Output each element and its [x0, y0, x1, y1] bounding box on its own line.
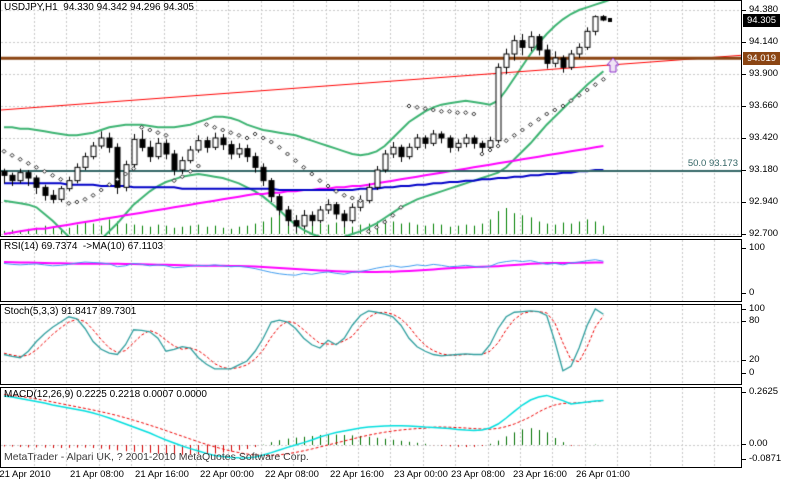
- scale-tickmark: [742, 106, 746, 107]
- time-axis-label: 21 Apr 2010: [0, 469, 51, 480]
- scale-tickmark: [742, 170, 746, 171]
- scale-label: 0: [749, 287, 755, 298]
- scale-label: 80: [749, 315, 760, 326]
- fibonacci-50-label: 50.0 93.173: [687, 158, 738, 169]
- scale-label: 92.700: [749, 228, 779, 239]
- macd-panel: MACD(12,26,9) 0.2225 0.2218 0.0007 0.000…: [0, 387, 742, 468]
- scale-tickmark: [742, 392, 746, 393]
- scale-tickmark: [742, 360, 746, 361]
- time-axis-label: 21 Apr 08:00: [70, 469, 124, 480]
- scale-tickmark: [742, 309, 746, 310]
- price-scale[interactable]: 94.380 94.140 93.900 93.660 93.420 93.180 92.9…: [742, 0, 811, 483]
- scale-label: 93.420: [749, 132, 779, 143]
- scale-tickmark: [742, 138, 746, 139]
- scale-label: 0.00: [749, 438, 768, 449]
- time-axis-label: 22 Apr 00:00: [200, 469, 254, 480]
- scale-tickmark: [742, 321, 746, 322]
- scale-tickmark: [742, 444, 746, 445]
- scale-label: 93.180: [749, 164, 779, 175]
- scale-tickmark: [742, 293, 746, 294]
- scale-label: -0.0871: [749, 453, 782, 464]
- scale-tickmark: [742, 373, 746, 374]
- price-badge: 94.305: [743, 14, 781, 27]
- scale-tickmark: [742, 42, 746, 43]
- scale-label: 0.2625: [749, 386, 779, 397]
- time-axis[interactable]: 21 Apr 2010 21 Apr 08:00 21 Apr 16:00 22 Ap…: [0, 468, 811, 483]
- scale-label: 92.940: [749, 196, 779, 207]
- rsi-panel: RSI(14) 69.7374 ->MA(10) 67.1103: [0, 239, 742, 302]
- scale-label: 94.380: [749, 4, 779, 15]
- scale-tickmark: [742, 248, 746, 249]
- time-axis-label: 23 Apr 08:00: [451, 469, 505, 480]
- scale-label: 100: [749, 303, 765, 314]
- main-chart-panel: USDJPY,H1 94.330 94.342 94.296 94.305: [0, 0, 742, 237]
- scale-label: 93.900: [749, 68, 779, 79]
- watermark-text: MetaTrader - Alpari UK, ? 2001-2010 Meta…: [4, 451, 309, 463]
- time-axis-label: 23 Apr 00:00: [394, 469, 448, 480]
- scale-label: 100: [749, 242, 765, 253]
- scale-tickmark: [742, 459, 746, 460]
- time-axis-label: 21 Apr 16:00: [135, 469, 189, 480]
- time-axis-label: 26 Apr 01:00: [576, 469, 630, 480]
- rsi-canvas[interactable]: [1, 240, 741, 301]
- stochastic-panel: Stoch(5,3,3) 91.8417 89.7301: [0, 304, 742, 385]
- scale-tickmark: [742, 74, 746, 75]
- stochastic-canvas[interactable]: [1, 305, 741, 384]
- time-axis-label: 22 Apr 08:00: [265, 469, 319, 480]
- scale-label: 0: [749, 367, 755, 378]
- time-axis-label: 23 Apr 16:00: [513, 469, 567, 480]
- scale-label: 20: [749, 354, 760, 365]
- macd-canvas[interactable]: [1, 388, 741, 467]
- main-chart-canvas[interactable]: [1, 1, 741, 236]
- scale-tickmark: [742, 10, 746, 11]
- scale-label: 94.140: [749, 36, 779, 47]
- scale-tickmark: [742, 202, 746, 203]
- time-axis-label: 22 Apr 16:00: [330, 469, 384, 480]
- scale-tickmark: [742, 234, 746, 235]
- scale-label: 93.660: [749, 100, 779, 111]
- price-badge: 94.019: [743, 52, 781, 65]
